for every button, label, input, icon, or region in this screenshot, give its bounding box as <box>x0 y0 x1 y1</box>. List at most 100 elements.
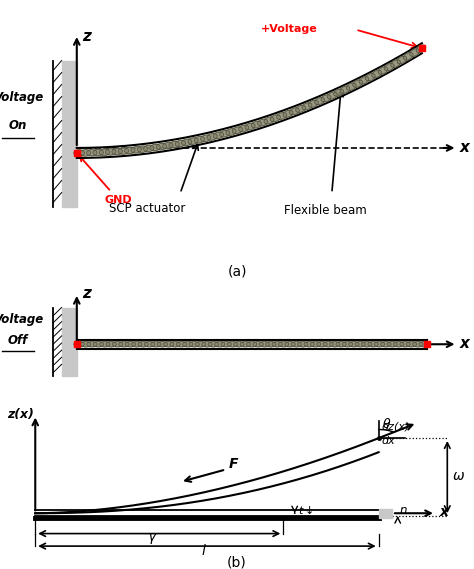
Text: F: F <box>229 457 238 471</box>
Ellipse shape <box>201 135 211 142</box>
Ellipse shape <box>156 143 166 150</box>
Ellipse shape <box>245 123 255 130</box>
Ellipse shape <box>194 137 205 143</box>
Ellipse shape <box>296 105 306 113</box>
Ellipse shape <box>349 341 359 347</box>
Text: z: z <box>82 286 91 300</box>
Ellipse shape <box>137 146 147 152</box>
Ellipse shape <box>298 341 308 347</box>
Ellipse shape <box>118 148 128 154</box>
Ellipse shape <box>202 341 212 347</box>
Text: x: x <box>460 336 470 351</box>
Ellipse shape <box>93 341 103 347</box>
Ellipse shape <box>170 341 180 347</box>
Ellipse shape <box>131 147 141 153</box>
Text: Voltage: Voltage <box>0 313 43 326</box>
Ellipse shape <box>80 341 91 347</box>
Ellipse shape <box>169 141 179 148</box>
Ellipse shape <box>215 341 225 347</box>
Ellipse shape <box>234 341 244 347</box>
Ellipse shape <box>151 341 161 347</box>
Ellipse shape <box>346 83 356 90</box>
Ellipse shape <box>397 56 407 64</box>
Text: n: n <box>400 505 407 517</box>
Text: GND: GND <box>80 156 132 205</box>
Ellipse shape <box>259 341 270 347</box>
Bar <box>62 308 77 377</box>
Ellipse shape <box>219 130 230 137</box>
Text: x: x <box>440 505 449 518</box>
Ellipse shape <box>74 341 84 347</box>
Ellipse shape <box>381 341 391 347</box>
Ellipse shape <box>138 341 148 347</box>
Ellipse shape <box>258 119 268 126</box>
Text: Off: Off <box>8 334 28 347</box>
Ellipse shape <box>226 129 236 135</box>
Ellipse shape <box>403 52 413 60</box>
Ellipse shape <box>106 341 116 347</box>
Text: (a): (a) <box>227 265 247 278</box>
Text: x: x <box>460 141 470 155</box>
Ellipse shape <box>315 97 325 105</box>
Ellipse shape <box>310 341 321 347</box>
Ellipse shape <box>329 341 340 347</box>
Ellipse shape <box>387 341 398 347</box>
Ellipse shape <box>232 127 243 134</box>
Ellipse shape <box>251 121 262 128</box>
Ellipse shape <box>278 341 289 347</box>
Ellipse shape <box>336 341 346 347</box>
Ellipse shape <box>182 139 192 146</box>
Ellipse shape <box>355 341 365 347</box>
Ellipse shape <box>240 341 251 347</box>
Ellipse shape <box>410 49 419 56</box>
Ellipse shape <box>144 145 154 151</box>
Ellipse shape <box>188 138 198 145</box>
Ellipse shape <box>221 341 231 347</box>
Text: l: l <box>201 544 205 558</box>
Ellipse shape <box>163 142 173 149</box>
Ellipse shape <box>246 341 257 347</box>
Ellipse shape <box>112 341 123 347</box>
Text: +Voltage: +Voltage <box>261 24 318 34</box>
Ellipse shape <box>362 341 372 347</box>
Ellipse shape <box>189 341 200 347</box>
Ellipse shape <box>150 145 160 151</box>
Ellipse shape <box>416 45 426 52</box>
Ellipse shape <box>277 113 287 119</box>
Text: dz(x): dz(x) <box>382 422 410 431</box>
Text: ω: ω <box>453 469 465 484</box>
Ellipse shape <box>100 341 110 347</box>
Text: On: On <box>9 119 27 131</box>
Ellipse shape <box>112 149 122 155</box>
Text: SCP actuator: SCP actuator <box>109 201 185 215</box>
Ellipse shape <box>302 103 312 110</box>
Ellipse shape <box>87 341 97 347</box>
Bar <box>62 61 77 207</box>
Ellipse shape <box>291 341 301 347</box>
Ellipse shape <box>106 149 116 155</box>
Text: Flexible beam: Flexible beam <box>284 204 367 217</box>
Ellipse shape <box>93 149 103 156</box>
Text: t$\downarrow$: t$\downarrow$ <box>298 504 313 516</box>
Ellipse shape <box>176 341 187 347</box>
Ellipse shape <box>270 115 281 122</box>
Ellipse shape <box>374 341 385 347</box>
Ellipse shape <box>353 80 363 87</box>
Ellipse shape <box>182 341 193 347</box>
Ellipse shape <box>309 100 318 108</box>
Ellipse shape <box>157 341 167 347</box>
Text: γ: γ <box>147 530 156 545</box>
Ellipse shape <box>285 341 295 347</box>
Ellipse shape <box>228 341 238 347</box>
Ellipse shape <box>74 150 84 156</box>
Ellipse shape <box>238 125 249 132</box>
Ellipse shape <box>289 108 300 115</box>
Ellipse shape <box>321 95 331 102</box>
Ellipse shape <box>419 341 429 347</box>
Ellipse shape <box>272 341 283 347</box>
Ellipse shape <box>99 149 109 155</box>
Ellipse shape <box>80 150 91 156</box>
Ellipse shape <box>131 341 142 347</box>
Ellipse shape <box>334 89 344 96</box>
Ellipse shape <box>342 341 353 347</box>
